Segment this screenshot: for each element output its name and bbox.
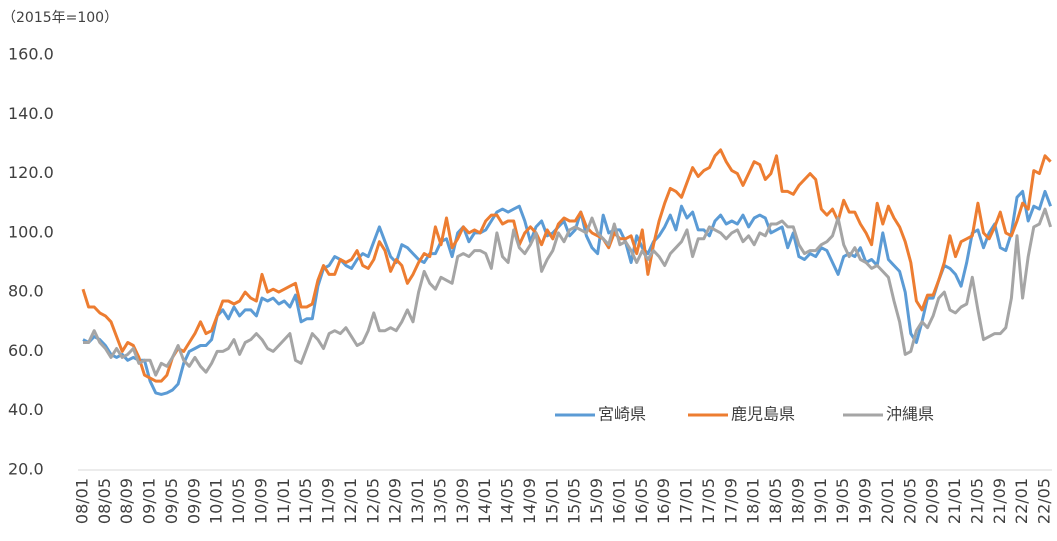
x-tick-label: 10/09 xyxy=(251,478,270,524)
x-tick-label: 20/01 xyxy=(878,478,897,524)
legend-label: 宮崎県 xyxy=(598,405,646,424)
x-tick-label: 15/01 xyxy=(542,478,561,524)
x-tick-label: 16/05 xyxy=(632,478,651,524)
x-tick-label: 09/09 xyxy=(184,478,203,524)
x-tick-label: 12/09 xyxy=(386,478,405,524)
y-tick-label: 60.0 xyxy=(8,341,44,360)
x-tick-label: 19/01 xyxy=(811,478,830,524)
x-tick-label: 17/09 xyxy=(721,478,740,524)
x-tick-label: 17/01 xyxy=(677,478,696,524)
x-tick-label: 22/01 xyxy=(1012,478,1031,524)
series-line xyxy=(81,148,1052,383)
legend-label: 鹿児島県 xyxy=(731,405,795,424)
x-tick-label: 18/01 xyxy=(744,478,763,524)
x-tick-label: 09/05 xyxy=(162,478,181,524)
x-tick-label: 21/05 xyxy=(967,478,986,524)
x-tick-label: 19/05 xyxy=(833,478,852,524)
x-tick-label: 22/05 xyxy=(1035,478,1054,524)
y-tick-label: 160.0 xyxy=(8,45,54,64)
x-tick-label: 21/01 xyxy=(945,478,964,524)
x-tick-label: 08/09 xyxy=(117,478,136,524)
x-tick-label: 16/01 xyxy=(609,478,628,524)
x-tick-label: 19/09 xyxy=(856,478,875,524)
y-axis-label: （2015年=100） xyxy=(2,10,118,26)
x-tick-label: 14/05 xyxy=(498,478,517,524)
legend-label: 沖縄県 xyxy=(886,405,934,424)
x-tick-label: 15/09 xyxy=(587,478,606,524)
x-tick-label: 08/01 xyxy=(73,478,92,524)
x-tick-label: 20/09 xyxy=(923,478,942,524)
x-tick-label: 13/05 xyxy=(430,478,449,524)
x-tick-label: 12/05 xyxy=(363,478,382,524)
x-tick-label: 17/05 xyxy=(699,478,718,524)
series-line xyxy=(82,189,1053,396)
x-tick-label: 10/01 xyxy=(207,478,226,524)
x-tick-label: 18/09 xyxy=(788,478,807,524)
y-tick-label: 140.0 xyxy=(8,104,54,123)
y-tick-label: 20.0 xyxy=(8,460,44,479)
y-tick-label: 120.0 xyxy=(8,163,54,182)
x-tick-label: 12/01 xyxy=(341,478,360,524)
y-tick-label: 40.0 xyxy=(8,400,44,419)
y-tick-label: 100.0 xyxy=(8,222,54,241)
x-tick-label: 11/01 xyxy=(274,478,293,524)
x-tick-label: 14/01 xyxy=(475,478,494,524)
x-tick-label: 13/09 xyxy=(453,478,472,524)
x-tick-label: 13/01 xyxy=(408,478,427,524)
x-tick-label: 16/09 xyxy=(654,478,673,524)
y-tick-label: 80.0 xyxy=(8,282,44,301)
x-tick-label: 10/05 xyxy=(229,478,248,524)
x-tick-label: 14/09 xyxy=(520,478,539,524)
x-tick-label: 11/09 xyxy=(319,478,338,524)
x-tick-label: 11/05 xyxy=(296,478,315,524)
x-tick-label: 21/09 xyxy=(990,478,1009,524)
x-tick-label: 15/05 xyxy=(565,478,584,524)
x-tick-label: 18/05 xyxy=(766,478,785,524)
x-tick-label: 09/01 xyxy=(140,478,159,524)
x-tick-label: 20/05 xyxy=(900,478,919,524)
x-tick-label: 08/05 xyxy=(95,478,114,524)
series-line xyxy=(83,207,1053,377)
